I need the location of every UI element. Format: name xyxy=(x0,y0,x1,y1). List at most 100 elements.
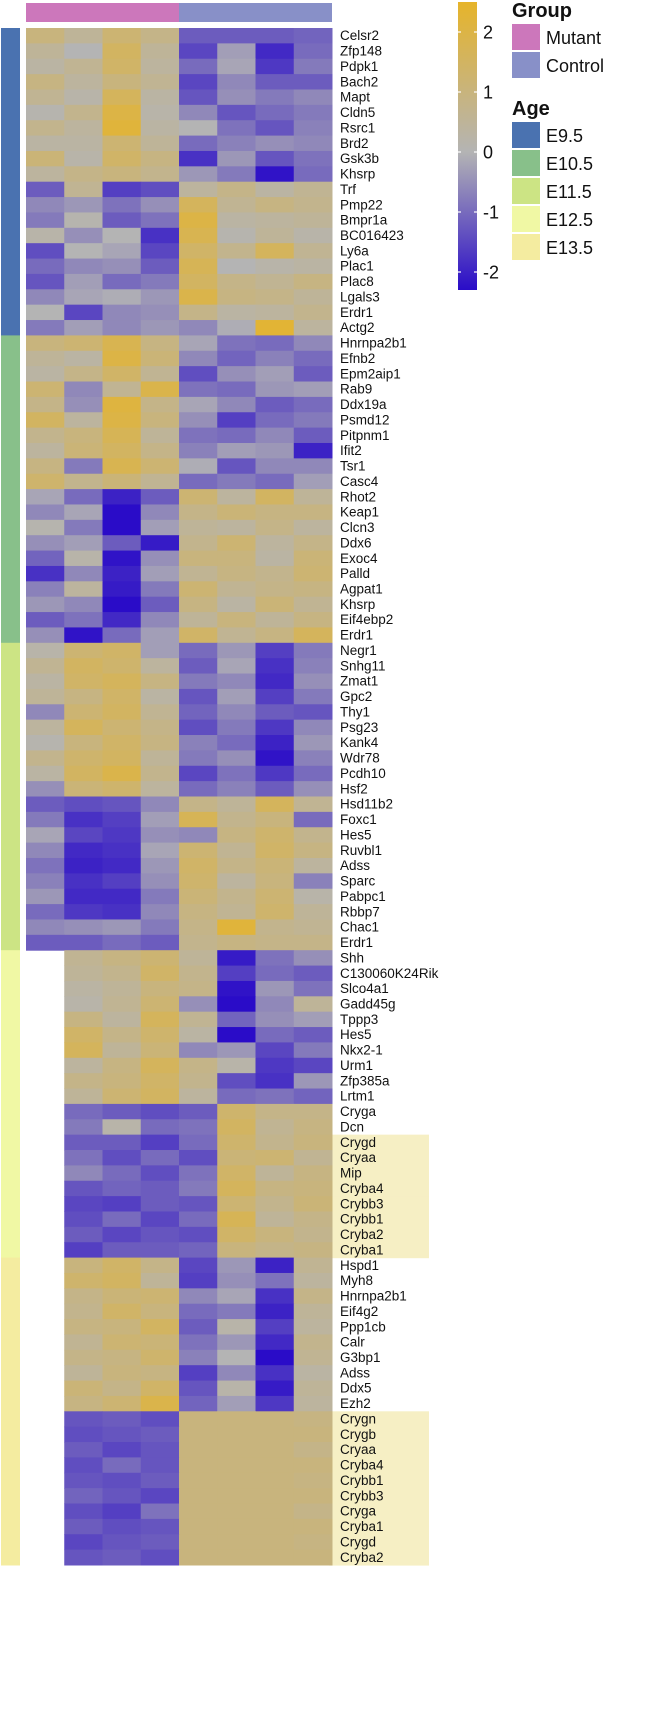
heatmap-cell-cryaa-6 xyxy=(255,1442,295,1458)
heatmap-cell-ly6a-8 xyxy=(293,243,333,260)
heatmap-cell-rsrc1-7 xyxy=(255,120,295,137)
heatmap-cell-rbbp7-2 xyxy=(64,904,103,920)
heatmap-cell-exoc4-3 xyxy=(102,550,142,567)
heatmap-cell-sparc-7 xyxy=(255,873,295,890)
heatmap-cell-erdr1-7 xyxy=(255,627,295,644)
heatmap-cell-crybb3-7 xyxy=(293,1196,333,1212)
heatmap-cell-pcdh10-2 xyxy=(64,765,103,782)
heatmap-cell-khsrp-1 xyxy=(26,166,65,183)
gene-label: Cryga xyxy=(340,1504,377,1519)
heatmap-cell-crygb-6 xyxy=(255,1426,295,1443)
heatmap-cell-wdr78-1 xyxy=(26,750,65,767)
group-legend-label: Control xyxy=(546,56,604,76)
heatmap-cell-psmd12-4 xyxy=(140,412,180,429)
heatmap-cell-trf-6 xyxy=(217,181,256,198)
heatmap-cell-hnrnpa2b1-2 xyxy=(64,335,103,352)
heatmap-cell-cryba2-3 xyxy=(140,1226,180,1243)
heatmap-cell-ruvbl1-7 xyxy=(255,842,295,859)
heatmap-cell-gadd45g-6 xyxy=(255,996,295,1013)
heatmap-cell-casc4-7 xyxy=(255,473,295,490)
heatmap-cell-urm1-5 xyxy=(217,1057,256,1074)
gene-label: Pmp22 xyxy=(340,197,383,212)
heatmap-cell-myh8-3 xyxy=(140,1272,180,1289)
heatmap-cell-cryba1-3 xyxy=(140,1518,180,1535)
heatmap-cell-psmd12-2 xyxy=(64,412,103,429)
heatmap-cell-gpc2-3 xyxy=(102,688,142,705)
heatmap-cell-cryaa-7 xyxy=(293,1442,333,1458)
heatmap-cell-crygd-2 xyxy=(102,1134,142,1151)
heatmap-cell-crygn-4 xyxy=(179,1411,218,1428)
heatmap-cell-pabpc1-7 xyxy=(255,888,295,905)
heatmap-cell-rhot2-4 xyxy=(140,489,180,505)
heatmap-cell-gsk3b-7 xyxy=(255,150,295,167)
heatmap-cell-trf-4 xyxy=(140,181,180,198)
heatmap-cell-gsk3b-3 xyxy=(102,150,142,167)
heatmap-cell-zmat1-7 xyxy=(255,673,295,690)
heatmap-cell-hsf2-2 xyxy=(64,781,103,797)
gene-label: Cryba1 xyxy=(340,1242,384,1257)
heatmap-cell-eif4ebp2-3 xyxy=(102,612,142,628)
heatmap-cell-cryba4-7 xyxy=(293,1457,333,1474)
heatmap-cell-snhg11-4 xyxy=(140,658,180,675)
gene-label: Thy1 xyxy=(340,704,370,719)
heatmap-cell-pcdh10-5 xyxy=(179,765,218,782)
heatmap-cell-ddx5-1 xyxy=(64,1380,103,1397)
heatmap-cell-lrtm1-3 xyxy=(140,1088,180,1105)
heatmap-cell-nkx2-1-3 xyxy=(140,1042,180,1059)
heatmap-cell-adss-4 xyxy=(140,857,180,874)
heatmap-cell-ruvbl1-1 xyxy=(26,842,65,859)
heatmap-cell-crybb1-4 xyxy=(179,1472,218,1489)
heatmap-cell-ddx5-6 xyxy=(255,1380,295,1397)
age-legend-swatch-e10-5 xyxy=(512,150,540,176)
heatmap-cell-hsf2-1 xyxy=(26,781,65,797)
heatmap-cell-wdr78-4 xyxy=(140,750,180,767)
gene-label: Kank4 xyxy=(340,735,379,750)
heatmap-cell-shh-5 xyxy=(217,950,256,967)
heatmap-cell-pmp22-5 xyxy=(179,197,218,213)
heatmap-cell-efnb2-7 xyxy=(255,350,295,367)
gene-label: Cryga xyxy=(340,1104,377,1119)
gene-label: Lgals3 xyxy=(340,289,380,304)
heatmap-cell-casc4-8 xyxy=(293,473,333,490)
heatmap-cell-cryba1-7 xyxy=(293,1518,333,1535)
heatmap-cell-bmpr1a-6 xyxy=(217,212,256,229)
heatmap-cell-clcn3-5 xyxy=(179,519,218,536)
age-legend-swatch-e13-5 xyxy=(512,234,540,260)
heatmap-cell-crygd-1 xyxy=(64,1134,103,1151)
gene-label: Casc4 xyxy=(340,474,379,489)
heatmap-cell-brd2-6 xyxy=(217,135,256,152)
heatmap-cell-palld-3 xyxy=(102,565,142,582)
gene-label: Ppp1cb xyxy=(340,1319,386,1334)
heatmap-cell-negr1-3 xyxy=(102,642,142,659)
heatmap-cell-hsf2-7 xyxy=(255,781,295,797)
heatmap-cell-khsrp-2 xyxy=(64,166,103,183)
heatmap-cell-eif4g2-4 xyxy=(179,1303,218,1320)
heatmap-cell-ezh2-4 xyxy=(179,1395,218,1412)
heatmap-cell-zfp148-4 xyxy=(140,43,180,60)
heatmap-cell-erdr1-8 xyxy=(293,934,333,951)
heatmap-cell-hsd11b2-2 xyxy=(64,796,103,813)
heatmap-cell-hes5-5 xyxy=(217,1027,256,1043)
heatmap-cell-agpat1-4 xyxy=(140,581,180,598)
heatmap-cell-wdr78-8 xyxy=(293,750,333,767)
heatmap-cell-wdr78-5 xyxy=(179,750,218,767)
heatmap-cell-hnrnpa2b1-6 xyxy=(217,335,256,352)
heatmap-cell-casc4-6 xyxy=(217,473,256,490)
heatmap-cell-gadd45g-7 xyxy=(293,996,333,1013)
heatmap-cell-dcn-4 xyxy=(179,1119,218,1136)
heatmap-cell-g3bp1-6 xyxy=(255,1349,295,1366)
heatmap-cell-gpc2-2 xyxy=(64,688,103,705)
heatmap-cell-hsd11b2-1 xyxy=(26,796,65,813)
heatmap-cell-pitpnm1-3 xyxy=(102,427,142,444)
heatmap-cell-hnrnpa2b1-1 xyxy=(64,1288,103,1305)
heatmap-cell-rab9-2 xyxy=(64,381,103,398)
heatmap-cell-plac1-2 xyxy=(64,258,103,275)
heatmap-cell-pabpc1-4 xyxy=(140,888,180,905)
heatmap-cell-bach2-5 xyxy=(179,74,218,90)
heatmap-cell-crygb-1 xyxy=(64,1426,103,1443)
heatmap-cell-rab9-6 xyxy=(217,381,256,398)
gene-label: G3bp1 xyxy=(340,1350,381,1365)
highlight-crybb1 xyxy=(329,1211,429,1228)
heatmap-cell-khsrp-5 xyxy=(179,596,218,613)
